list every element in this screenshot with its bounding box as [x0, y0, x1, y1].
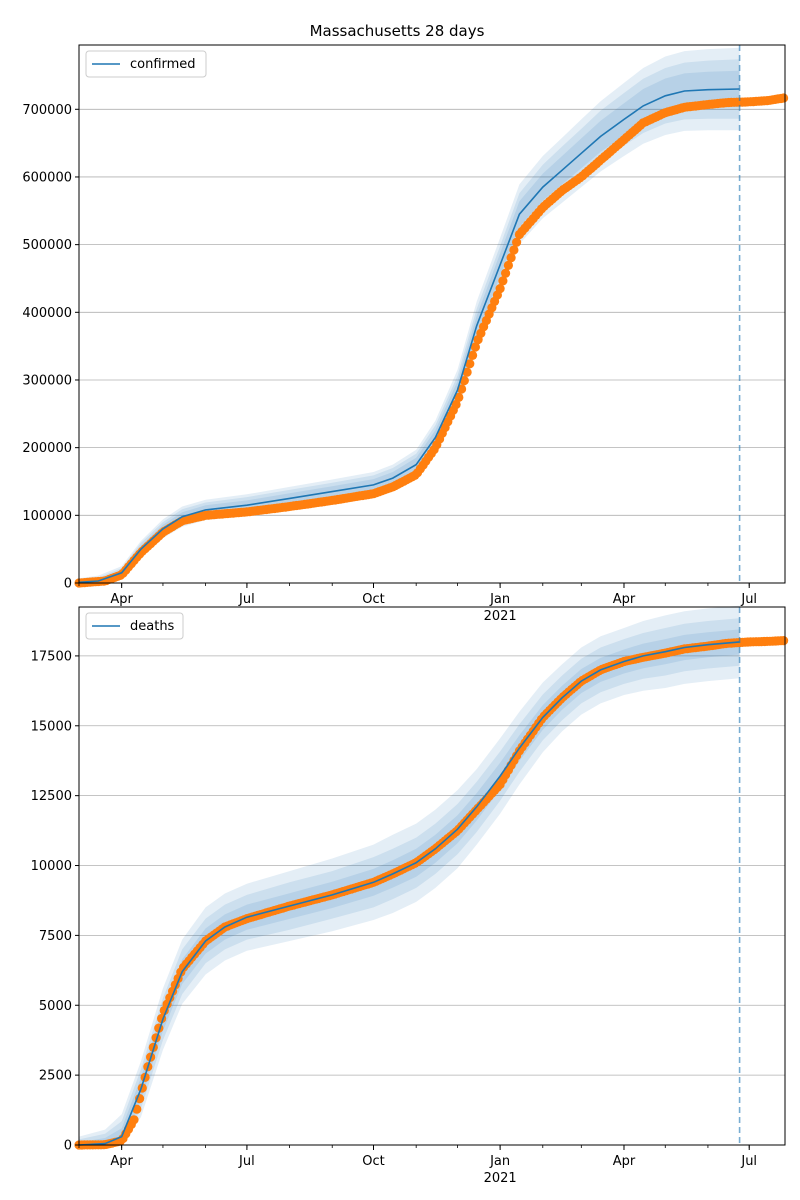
y-tick-label: 400000: [22, 306, 72, 321]
y-tick-label: 2500: [39, 1069, 72, 1084]
uncertainty-band: [79, 605, 740, 1145]
observed-point: [462, 367, 472, 377]
y-tick-label: 0: [64, 1139, 72, 1154]
y-axis-ticks: 0 100000 200000 300000 400000 500000 600000 700…: [22, 103, 79, 592]
observed-point: [509, 245, 519, 255]
observed-point: [468, 350, 478, 360]
y-tick-label: 200000: [22, 441, 72, 456]
plot-frame: [78, 44, 786, 584]
legend-box: [85, 612, 184, 640]
x-tick-label: Jan: [489, 1154, 510, 1169]
model-line: [78, 88, 740, 584]
panel-deaths: Apr Jul Oct Jan 2021 Apr Jul 0 2500 5000 7500 1000…: [31, 605, 789, 1186]
model-series: [78, 641, 740, 1146]
uncertainty-band: [79, 618, 740, 1145]
legend-label: deaths: [130, 619, 175, 634]
y-axis-ticks: 0 2500 5000 7500 10000 12500 15000 17500: [31, 649, 79, 1154]
y-tick-label: 5000: [39, 999, 72, 1014]
x-tick-label: Apr: [613, 1154, 636, 1169]
observed-point: [129, 1115, 139, 1125]
x-tick-label: Apr: [110, 1154, 133, 1169]
legend-box: [85, 50, 207, 78]
legend: deaths: [85, 612, 184, 640]
y-tick-label: 7500: [39, 929, 72, 944]
x-axis-ticks: Apr Jul Oct Jan 2021 Apr Jul: [78, 583, 757, 624]
x-tick-label: Oct: [362, 592, 384, 607]
panel-confirmed: Apr Jul Oct Jan 2021 Apr Jul 0 100000 200000 3000…: [22, 44, 789, 624]
x-tick-label: Oct: [362, 1154, 384, 1169]
chart-title: Massachusetts 28 days: [310, 22, 485, 40]
observed-point: [511, 237, 522, 247]
plot-frame: [78, 606, 786, 1146]
y-tick-label: 600000: [22, 170, 72, 185]
y-tick-label: 700000: [22, 103, 72, 118]
observed-point: [454, 392, 464, 402]
observed-point: [470, 342, 480, 352]
x-tick-sublabel: 2021: [484, 1171, 517, 1186]
y-tick-label: 10000: [31, 859, 72, 874]
observed-point: [501, 268, 511, 278]
observed-point: [506, 253, 516, 263]
y-tick-label: 100000: [22, 509, 72, 524]
legend: confirmed: [85, 50, 207, 78]
y-tick-label: 12500: [31, 789, 72, 804]
x-tick-label: Jul: [238, 1154, 255, 1169]
model-series: [78, 88, 740, 584]
y-tick-label: 0: [64, 577, 72, 592]
observed-series: [74, 636, 789, 1150]
y-gridlines: [79, 655, 785, 1146]
x-tick-label: Jan: [489, 592, 510, 607]
model-line: [78, 641, 740, 1146]
uncertainty-bands: [79, 605, 740, 1145]
axes-frame: [78, 606, 786, 1146]
axes-frame: [78, 44, 786, 584]
x-axis-ticks: Apr Jul Oct Jan 2021 Apr Jul: [78, 1145, 757, 1186]
x-tick-label: Jul: [740, 592, 757, 607]
x-tick-label: Jul: [740, 1154, 757, 1169]
x-tick-sublabel: 2021: [484, 609, 517, 624]
y-tick-label: 17500: [31, 649, 72, 664]
observed-point: [503, 260, 513, 270]
observed-point: [498, 276, 508, 286]
x-tick-label: Jul: [238, 592, 255, 607]
y-tick-label: 300000: [22, 373, 72, 388]
uncertainty-band: [79, 70, 740, 583]
y-tick-label: 15000: [31, 719, 72, 734]
observed-point: [459, 376, 469, 386]
x-tick-label: Apr: [613, 592, 636, 607]
observed-point: [779, 636, 789, 646]
observed-series: [74, 93, 789, 588]
observed-point: [465, 359, 475, 369]
observed-point: [495, 284, 505, 294]
observed-point: [779, 93, 789, 103]
legend-label: confirmed: [130, 57, 196, 72]
x-tick-label: Apr: [110, 592, 133, 607]
y-tick-label: 500000: [22, 238, 72, 253]
observed-point: [451, 399, 461, 410]
